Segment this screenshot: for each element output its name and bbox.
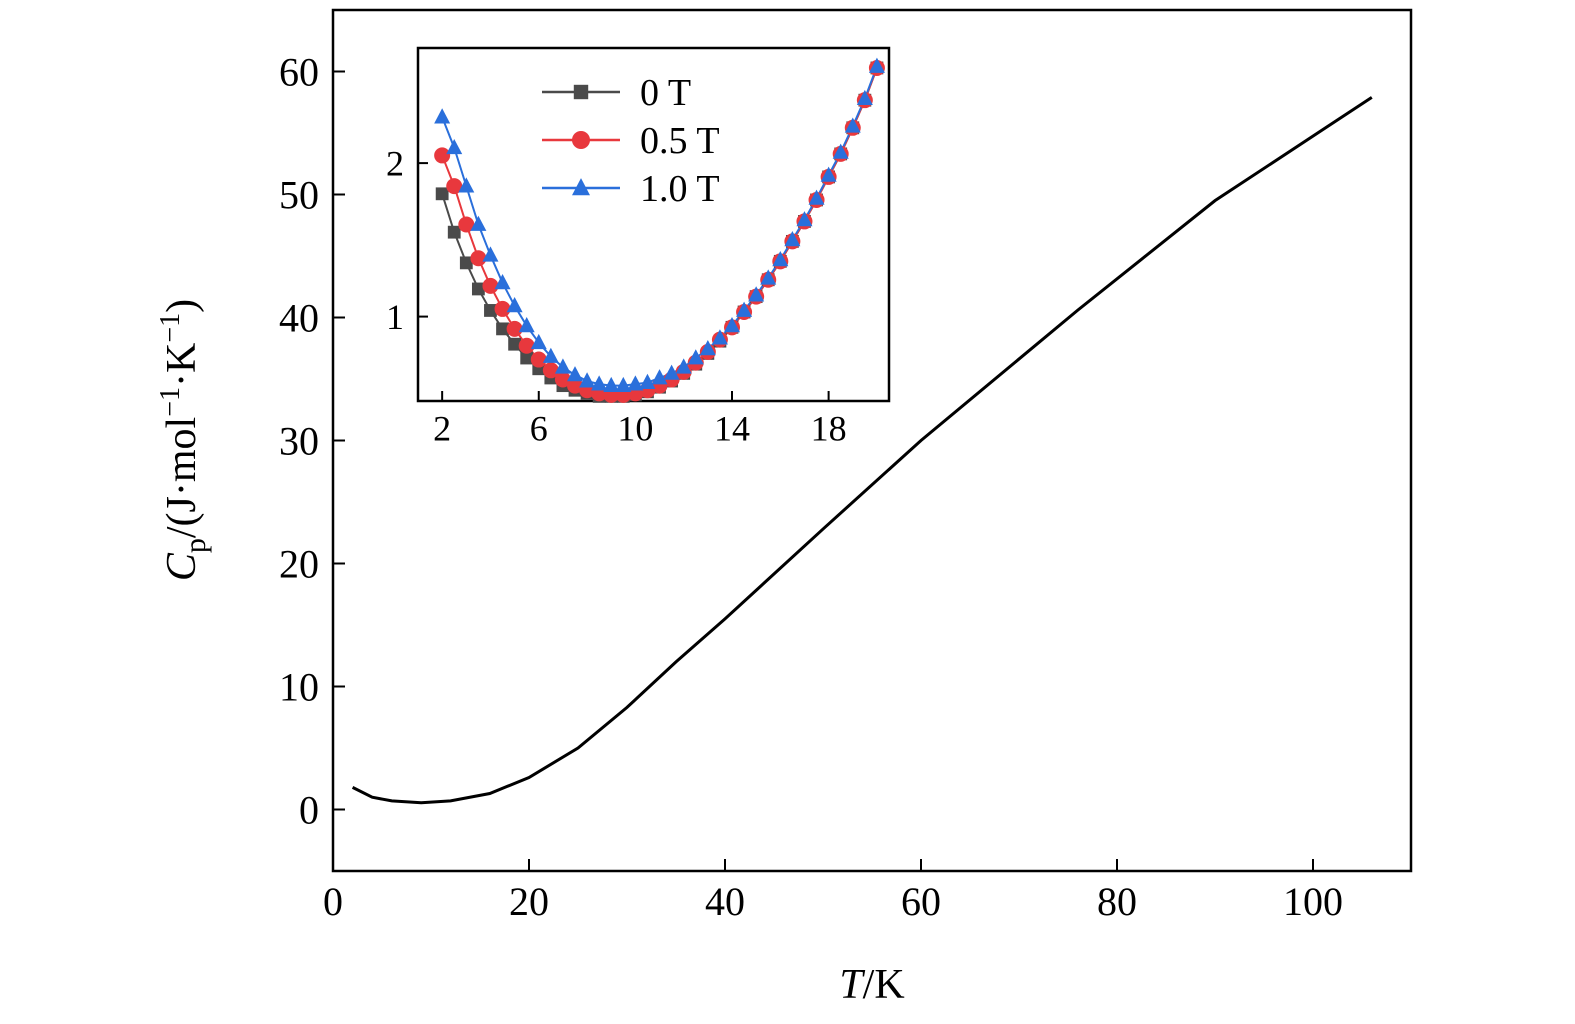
- marker: [482, 277, 499, 294]
- marker: [542, 362, 559, 379]
- y-tick-label: 20: [279, 542, 319, 587]
- marker: [627, 375, 644, 391]
- y-axis-label: Cp/(J·mol−1·K−1): [155, 299, 212, 581]
- marker: [482, 246, 499, 262]
- marker: [663, 364, 680, 380]
- legend-marker: [572, 178, 590, 196]
- y-tick-label: 50: [279, 173, 319, 218]
- x-tick-label: 40: [705, 879, 745, 924]
- marker: [591, 375, 608, 391]
- marker: [808, 189, 825, 205]
- marker: [542, 347, 559, 363]
- x-label-part: /K: [863, 962, 905, 1008]
- marker: [699, 340, 716, 356]
- legend-marker: [572, 131, 590, 149]
- y-label-part: ·K: [159, 343, 205, 387]
- marker: [844, 117, 861, 133]
- marker: [494, 300, 511, 317]
- marker: [494, 274, 511, 290]
- marker: [446, 138, 463, 155]
- y-label-part: p: [179, 538, 212, 553]
- marker: [520, 351, 534, 365]
- marker: [711, 329, 728, 345]
- y-label-part: /(J·mol: [159, 417, 205, 538]
- x-tick-label: 100: [1283, 879, 1343, 924]
- legend-label: 0.5 T: [640, 120, 720, 162]
- x-tick-label: 14: [714, 409, 750, 449]
- x-tick-label: 2: [433, 409, 451, 449]
- x-tick-label: 80: [1097, 879, 1137, 924]
- marker: [530, 333, 547, 350]
- marker: [651, 369, 668, 385]
- marker: [518, 337, 535, 354]
- x-tick-label: 10: [617, 409, 653, 449]
- marker: [496, 322, 509, 336]
- marker: [530, 351, 547, 368]
- marker: [567, 377, 583, 394]
- y-tick-label: 1: [386, 297, 404, 337]
- marker: [554, 358, 571, 374]
- marker: [447, 225, 461, 239]
- line: [351, 96, 1373, 805]
- marker: [459, 256, 473, 270]
- marker: [518, 316, 535, 333]
- marker: [724, 316, 740, 333]
- legend-label: 0 T: [640, 72, 691, 114]
- series-group: [351, 96, 1373, 805]
- marker: [508, 337, 522, 351]
- marker: [675, 358, 692, 374]
- marker: [687, 349, 704, 365]
- marker: [506, 297, 523, 313]
- marker: [470, 250, 487, 267]
- marker: [434, 147, 451, 164]
- marker: [471, 282, 485, 296]
- x-tick-label: 60: [901, 879, 941, 924]
- x-tick-label: 6: [530, 409, 548, 449]
- marker: [446, 178, 463, 195]
- y-label-part: C: [159, 552, 205, 581]
- marker: [458, 177, 475, 193]
- y-tick-label: 40: [279, 296, 319, 341]
- y-tick-label: 60: [279, 50, 319, 95]
- y-label-part: −1: [155, 313, 186, 343]
- x-tick-label: 18: [811, 409, 847, 449]
- marker: [820, 166, 837, 182]
- marker: [603, 376, 620, 393]
- y-label-part: −1: [155, 387, 186, 417]
- marker: [868, 57, 885, 73]
- marker: [506, 320, 523, 337]
- marker: [639, 373, 656, 389]
- marker: [615, 376, 632, 393]
- y-tick-label: 10: [279, 665, 319, 710]
- marker: [554, 371, 571, 388]
- y-tick-label: 2: [386, 144, 404, 184]
- marker: [458, 216, 475, 233]
- marker: [784, 231, 801, 247]
- marker: [760, 269, 777, 285]
- marker: [435, 187, 449, 201]
- marker: [484, 304, 497, 317]
- marker: [796, 211, 813, 227]
- x-tick-label: 20: [509, 879, 549, 924]
- marker: [856, 89, 873, 106]
- y-tick-label: 0: [299, 788, 319, 833]
- legend-label: 1.0 T: [640, 168, 720, 210]
- x-axis-label: T/K: [839, 962, 904, 1008]
- marker: [832, 143, 849, 159]
- marker: [748, 286, 765, 302]
- marker: [772, 251, 789, 267]
- x-label-part: T: [839, 962, 865, 1008]
- y-tick-label: 30: [279, 419, 319, 464]
- marker: [579, 372, 596, 388]
- y-label-part: ): [159, 299, 205, 313]
- x-tick-label: 0: [323, 879, 343, 924]
- marker: [470, 215, 487, 231]
- marker: [567, 366, 583, 382]
- legend-marker: [573, 84, 589, 100]
- marker: [434, 108, 451, 124]
- marker: [736, 301, 753, 317]
